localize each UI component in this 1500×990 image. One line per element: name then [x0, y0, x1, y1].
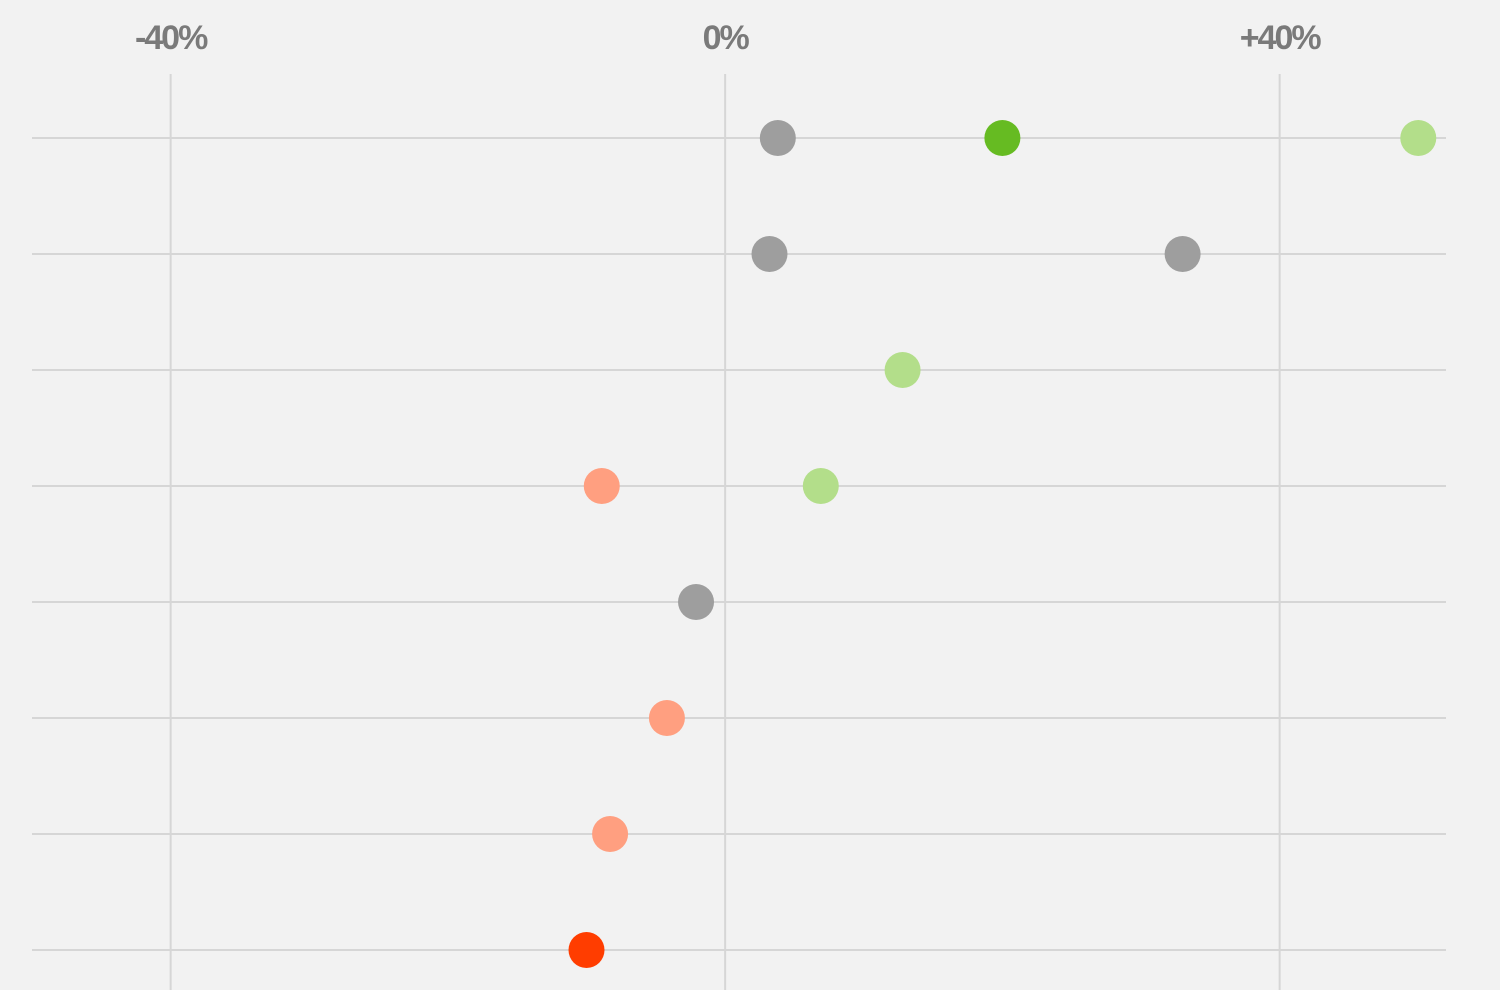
dot [1164, 236, 1201, 272]
dot [648, 700, 685, 736]
dot [802, 468, 839, 504]
dot [984, 120, 1021, 156]
dot [884, 352, 921, 388]
dot [678, 584, 715, 620]
dot [592, 816, 629, 852]
dot [759, 120, 796, 156]
dot [583, 468, 620, 504]
dot [751, 236, 788, 272]
x-tick-label: 0% [703, 19, 750, 57]
x-tick-label: +40% [1240, 19, 1322, 57]
x-tick-label: -40% [135, 19, 208, 57]
dot [568, 932, 605, 968]
dot [1400, 120, 1437, 156]
